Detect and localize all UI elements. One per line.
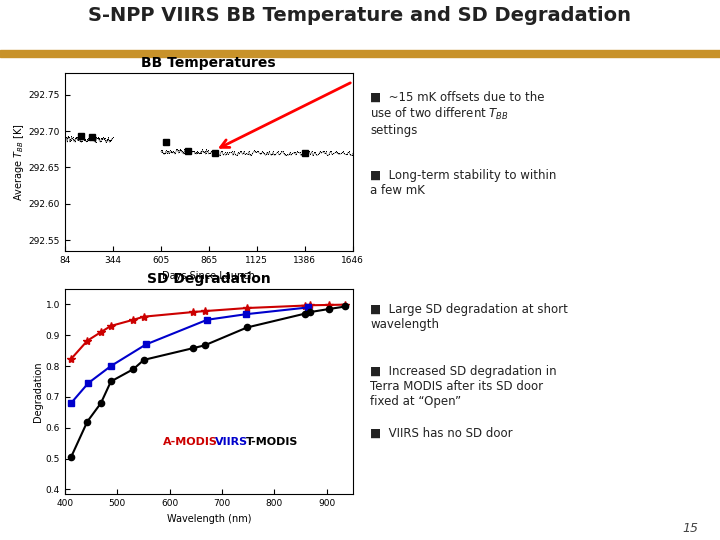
Title: SD Degradation: SD Degradation: [147, 272, 271, 286]
Title: BB Temperatures: BB Temperatures: [142, 56, 276, 70]
Text: ■  Large SD degradation at short
wavelength: ■ Large SD degradation at short waveleng…: [370, 303, 568, 331]
Text: ■  Long-term stability to within
a few mK: ■ Long-term stability to within a few mK: [370, 169, 557, 197]
Y-axis label: Degradation: Degradation: [33, 361, 42, 422]
X-axis label: Wavelength (nm): Wavelength (nm): [166, 514, 251, 523]
Text: ■  ~15 mK offsets due to the
use of two different $T_{BB}$
settings: ■ ~15 mK offsets due to the use of two d…: [370, 91, 545, 137]
Y-axis label: Average $T_{BB}$ [K]: Average $T_{BB}$ [K]: [12, 123, 26, 201]
Text: S-NPP VIIRS BB Temperature and SD Degradation: S-NPP VIIRS BB Temperature and SD Degrad…: [89, 6, 631, 25]
Bar: [0, 50, 720, 57]
X-axis label: Days Since Launch: Days Since Launch: [163, 271, 255, 280]
Text: ■  Increased SD degradation in
Terra MODIS after its SD door
fixed at “Open”: ■ Increased SD degradation in Terra MODI…: [370, 365, 557, 408]
Text: ■  VIIRS has no SD door: ■ VIIRS has no SD door: [370, 427, 513, 440]
Text: A-MODIS: A-MODIS: [163, 437, 217, 447]
Text: VIIRS: VIIRS: [215, 437, 248, 447]
Text: 15: 15: [683, 522, 698, 535]
Text: T-MODIS: T-MODIS: [246, 437, 299, 447]
